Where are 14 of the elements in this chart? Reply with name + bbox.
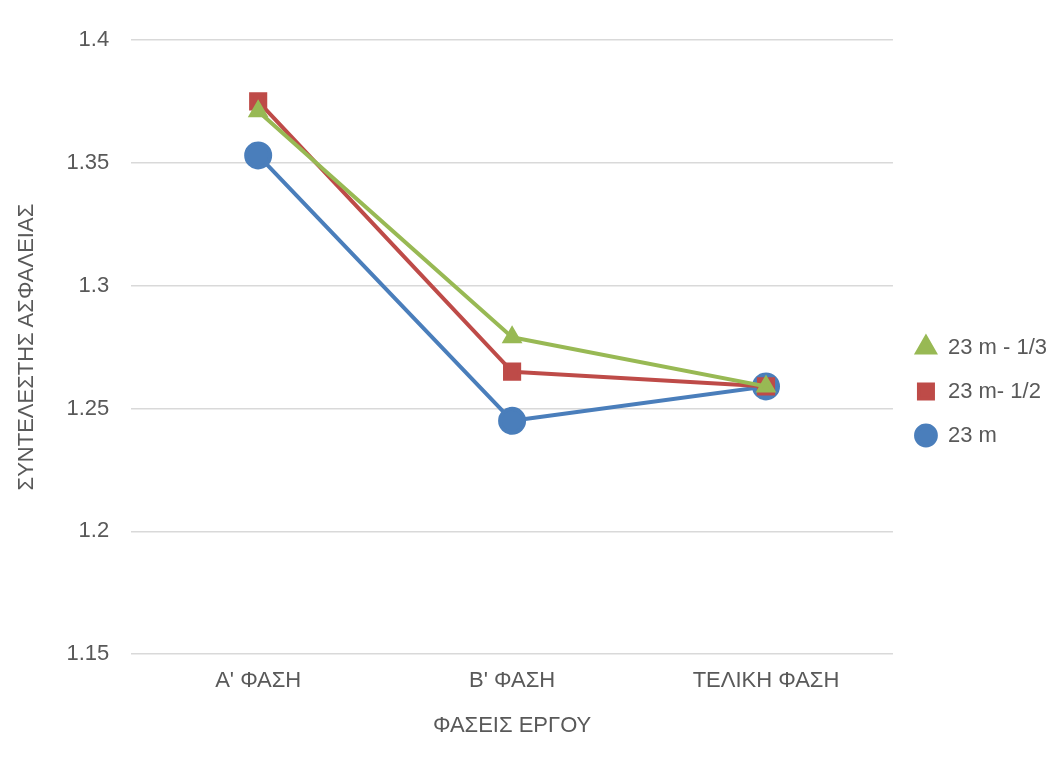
- x-tick-label: ΤΕΛΙΚΗ ΦΑΣΗ: [692, 667, 840, 693]
- y-tick-label: 1.3: [78, 271, 110, 297]
- y-tick-label: 1.35: [66, 148, 110, 174]
- y-tick-label: 1.15: [66, 640, 110, 666]
- y-tick-label: 1.25: [66, 394, 110, 420]
- y-tick-label: 1.2: [78, 517, 110, 543]
- legend-label: 23 m: [947, 421, 997, 447]
- x-tick-label: Α' ΦΑΣΗ: [215, 667, 302, 693]
- legend-label: 23 m- 1/2: [947, 377, 1041, 403]
- x-tick-label: Β' ΦΑΣΗ: [469, 667, 556, 693]
- y-axis-title: ΣΥΝΤΕΛΕΣΤΗΣ ΑΣΦΑΛΕΙΑΣ: [13, 203, 39, 491]
- legend-label: 23 m - 1/3: [947, 333, 1047, 359]
- x-axis-title: ΦΑΣΕΙΣ ΕΡΓΟΥ: [432, 711, 592, 737]
- y-tick-label: 1.4: [78, 26, 110, 52]
